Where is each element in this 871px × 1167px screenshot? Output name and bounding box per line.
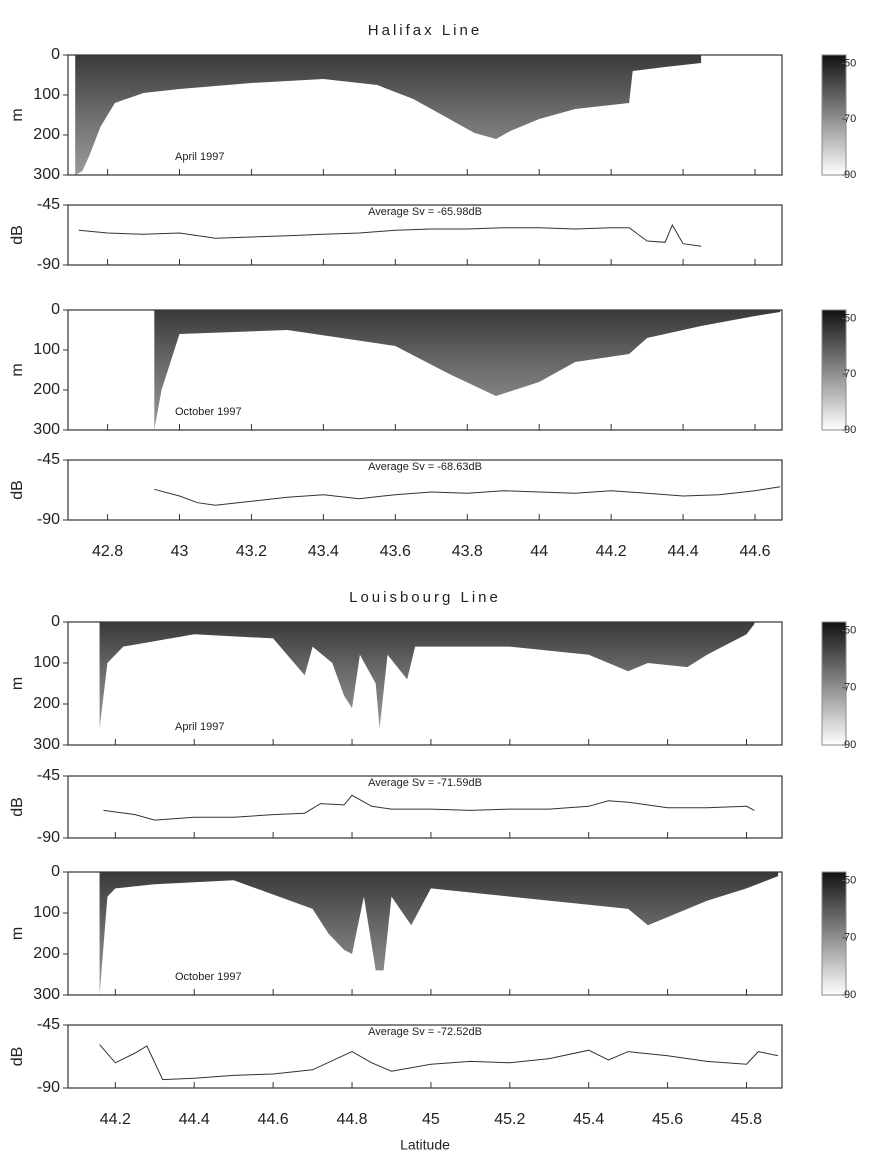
- panel-label: April 1997: [175, 721, 225, 733]
- x-tick-label: 44.4: [668, 543, 699, 560]
- colorbar-label: 90: [844, 989, 856, 1001]
- sv-average: Average Sv = -65.98dB: [368, 206, 482, 218]
- panel-label: October 1997: [175, 406, 242, 418]
- echo-area: [75, 55, 702, 175]
- colorbar-label: 90: [844, 739, 856, 751]
- y-tick-label: 200: [33, 381, 60, 398]
- plot-frame: [67, 309, 783, 431]
- colorbar-label: 50: [844, 874, 856, 886]
- y-axis-label: dB: [9, 797, 26, 817]
- y-axis-label: m: [9, 108, 26, 121]
- y-tick-label: 0: [51, 863, 60, 880]
- y-axis-label: dB: [9, 225, 26, 245]
- colorbar-label: 70: [844, 932, 856, 944]
- section-title: Louisbourg Line: [349, 589, 501, 606]
- y-tick-label: 100: [33, 341, 60, 358]
- plot-frame: [67, 459, 783, 521]
- colorbar: [821, 54, 847, 176]
- x-tick-label: 44.6: [739, 543, 770, 560]
- colorbar: [821, 871, 847, 996]
- y-tick-label: 300: [33, 986, 60, 1003]
- sv-average: Average Sv = -72.52dB: [368, 1026, 482, 1038]
- x-tick-label: 43.4: [308, 543, 339, 560]
- sv-average: Average Sv = -68.63dB: [368, 461, 482, 473]
- x-tick-label: 44: [530, 543, 548, 560]
- y-tick-label: -45: [37, 1016, 60, 1033]
- plot-frame: [67, 775, 783, 839]
- x-tick-label: 44.2: [596, 543, 627, 560]
- y-tick-label: -90: [37, 829, 60, 846]
- x-tick-label: 44.6: [258, 1111, 289, 1128]
- x-tick-label: 44.4: [179, 1111, 210, 1128]
- y-axis-label: dB: [9, 1047, 26, 1067]
- x-tick-label: 43: [171, 543, 189, 560]
- section-title: Halifax Line: [368, 22, 482, 39]
- y-tick-label: 0: [51, 46, 60, 63]
- x-tick-label: 45.8: [731, 1111, 762, 1128]
- x-tick-label: 44.2: [100, 1111, 131, 1128]
- colorbar-label: 90: [844, 169, 856, 181]
- y-axis-label: m: [9, 677, 26, 690]
- y-tick-label: 200: [33, 126, 60, 143]
- y-tick-label: 200: [33, 695, 60, 712]
- colorbar: [821, 621, 847, 746]
- colorbar-label: 50: [844, 312, 856, 324]
- y-axis-label: m: [9, 927, 26, 940]
- plot-frame: [67, 54, 783, 176]
- y-tick-label: 100: [33, 654, 60, 671]
- x-tick-label: 43.6: [380, 543, 411, 560]
- x-tick-label: 44.8: [336, 1111, 367, 1128]
- y-tick-label: -90: [37, 256, 60, 273]
- y-axis-label: m: [9, 363, 26, 376]
- sv-line: [99, 1044, 779, 1081]
- y-tick-label: -45: [37, 196, 60, 213]
- colorbar-label: 70: [844, 682, 856, 694]
- y-tick-label: 100: [33, 904, 60, 921]
- colorbar-label: 70: [844, 113, 856, 125]
- y-tick-label: 0: [51, 613, 60, 630]
- plot-frame: [67, 621, 783, 746]
- echo-area: [99, 872, 779, 995]
- plot-frame: [67, 1024, 783, 1089]
- panel-label: October 1997: [175, 971, 242, 983]
- x-tick-label: 43.2: [236, 543, 267, 560]
- y-tick-label: 300: [33, 736, 60, 753]
- y-axis-label: dB: [9, 480, 26, 500]
- y-tick-label: 0: [51, 301, 60, 318]
- plot-frame: [67, 204, 783, 266]
- y-tick-label: 300: [33, 421, 60, 438]
- y-tick-label: -90: [37, 511, 60, 528]
- y-tick-label: 300: [33, 166, 60, 183]
- x-tick-label: 45.6: [652, 1111, 683, 1128]
- echo-area: [154, 310, 781, 430]
- sv-line: [78, 223, 702, 247]
- x-tick-label: 45.2: [494, 1111, 525, 1128]
- y-tick-label: -90: [37, 1079, 60, 1096]
- sv-line: [154, 486, 781, 506]
- sv-average: Average Sv = -71.59dB: [368, 777, 482, 789]
- y-tick-label: -45: [37, 767, 60, 784]
- x-tick-label: 42.8: [92, 543, 123, 560]
- colorbar-label: 90: [844, 424, 856, 436]
- plot-frame: [67, 871, 783, 996]
- sv-line: [103, 794, 755, 821]
- y-tick-label: -45: [37, 451, 60, 468]
- x-tick-label: 45.4: [573, 1111, 604, 1128]
- y-tick-label: 200: [33, 945, 60, 962]
- colorbar-label: 70: [844, 368, 856, 380]
- colorbar-label: 50: [844, 57, 856, 69]
- x-tick-label: 43.8: [452, 543, 483, 560]
- x-tick-label: 45: [422, 1111, 440, 1128]
- y-tick-label: 100: [33, 86, 60, 103]
- colorbar: [821, 309, 847, 431]
- echo-area: [99, 622, 755, 729]
- colorbar-label: 50: [844, 624, 856, 636]
- x-axis-label: Latitude: [400, 1137, 450, 1153]
- panel-label: April 1997: [175, 151, 225, 163]
